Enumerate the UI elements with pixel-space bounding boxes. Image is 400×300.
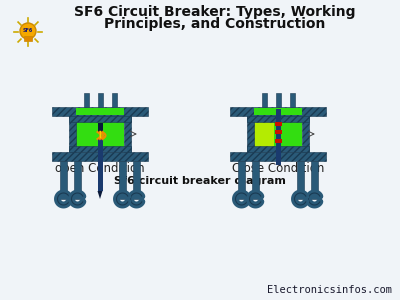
- Bar: [69, 116, 76, 152]
- Bar: [119, 161, 126, 199]
- Text: SF6 Circuit Breaker: Types, Working: SF6 Circuit Breaker: Types, Working: [74, 5, 356, 19]
- Bar: [254, 116, 302, 152]
- Text: Close Condition: Close Condition: [232, 162, 324, 175]
- Bar: [274, 139, 282, 143]
- Bar: [247, 116, 254, 152]
- Bar: [252, 161, 259, 199]
- Bar: [69, 146, 131, 152]
- Bar: [262, 93, 266, 107]
- Bar: [74, 161, 81, 199]
- Bar: [84, 93, 88, 107]
- Bar: [297, 161, 304, 199]
- Bar: [60, 161, 67, 199]
- Bar: [230, 107, 326, 116]
- Bar: [133, 161, 140, 199]
- Bar: [98, 139, 102, 191]
- Bar: [276, 93, 280, 107]
- Text: Electronicsinfos.com: Electronicsinfos.com: [267, 285, 392, 295]
- Bar: [124, 116, 131, 152]
- Bar: [302, 116, 309, 152]
- Text: open Condition: open Condition: [55, 162, 145, 175]
- Bar: [76, 108, 124, 115]
- Text: Sf6 circuit breaker diagram: Sf6 circuit breaker diagram: [114, 176, 286, 186]
- Bar: [230, 152, 326, 161]
- Text: Principles, and Construction: Principles, and Construction: [104, 17, 326, 31]
- Bar: [98, 123, 102, 132]
- Bar: [238, 161, 245, 199]
- Bar: [274, 130, 282, 134]
- Bar: [112, 93, 116, 107]
- Bar: [254, 108, 302, 115]
- Circle shape: [20, 23, 36, 39]
- Bar: [69, 115, 131, 122]
- Bar: [254, 116, 274, 152]
- Bar: [290, 93, 294, 107]
- Bar: [276, 109, 280, 165]
- Bar: [98, 93, 102, 107]
- Bar: [311, 161, 318, 199]
- Bar: [52, 152, 148, 161]
- Bar: [247, 146, 309, 152]
- Bar: [247, 115, 309, 122]
- Bar: [76, 116, 124, 152]
- Bar: [274, 122, 282, 126]
- Bar: [24, 36, 32, 41]
- Bar: [52, 107, 148, 116]
- Polygon shape: [98, 191, 102, 199]
- Text: SF6: SF6: [23, 28, 33, 34]
